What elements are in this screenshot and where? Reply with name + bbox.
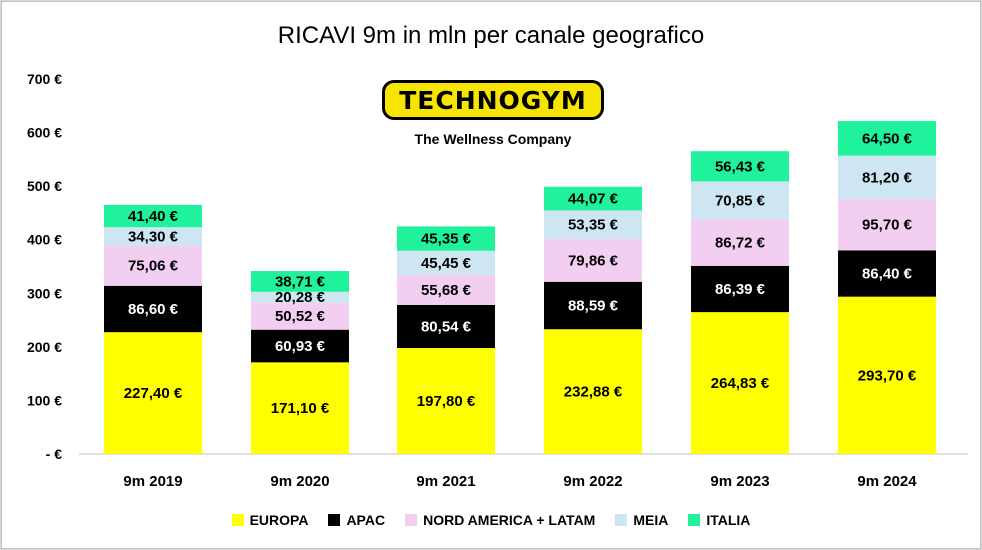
bar-segment-apac [251,329,349,363]
y-tick-label: 200 € [27,339,62,355]
bar-segment-italia [691,151,789,182]
bar-segment-apac [104,285,202,333]
data-label: 75,06 € [128,258,179,275]
data-label: 56,43 € [715,158,766,175]
bar-segment-europa [838,296,936,454]
bar-segment-meia [397,250,495,276]
legend-label: MEIA [633,512,669,528]
y-tick-label: 300 € [27,285,62,301]
y-tick-label: 600 € [27,125,62,141]
data-label: 81,20 € [862,169,913,186]
data-label: 86,39 € [715,281,766,298]
legend-swatch [688,514,701,526]
legend-item: NORD AMERICA + LATAM [405,512,595,528]
y-tick-label: 100 € [27,392,62,408]
bar-segment-apac [544,281,642,330]
legend-item: EUROPA [231,512,309,528]
bar-segment-europa [251,362,349,454]
bar-segment-meia [544,210,642,240]
data-label: 64,50 € [862,130,913,147]
x-tick-label: 9m 2024 [857,473,917,490]
technogym-logo: TECHNOGYM The Wellness Company [378,76,614,154]
data-label: 20,28 € [275,289,326,306]
bar-segment-nord-america-latam [397,275,495,305]
logo-badge: TECHNOGYM [382,80,604,120]
data-label: 227,40 € [124,385,183,402]
bar-segment-meia [251,291,349,303]
data-label: 53,35 € [568,217,619,234]
bar-segment-europa [397,348,495,454]
legend-label: NORD AMERICA + LATAM [423,512,596,528]
bar-segment-italia [838,121,936,156]
data-label: 41,40 € [128,208,179,225]
legend-item: APAC [328,512,385,528]
bar-segment-italia [251,271,349,292]
bar-segment-italia [104,205,202,228]
y-tick-label: 500 € [27,178,62,194]
data-label: 45,45 € [421,255,472,272]
x-tick-label: 9m 2022 [563,473,622,490]
chart-title: RICAVI 9m in mln per canale geografico [277,22,705,49]
data-label: 197,80 € [417,393,476,410]
y-tick-label: - € [46,446,63,462]
data-label: 88,59 € [568,298,619,315]
bar-segment-meia [838,155,936,200]
data-label: 50,52 € [275,308,326,325]
bar-segment-nord-america-latam [544,239,642,282]
x-tick-label: 9m 2020 [270,473,329,490]
stacked-bar-chart: - € 100 € 200 € 300 € 400 € 500 € 600 € 700 € 22… [27,71,968,490]
data-label: 86,40 € [862,266,913,283]
legend-item: ITALIA [688,512,750,528]
x-tick-label: 9m 2023 [710,473,769,490]
bar-segment-apac [691,265,789,313]
bar-segment-meia [691,181,789,220]
data-label: 55,68 € [421,282,472,299]
bar-segment-meia [104,227,202,246]
legend-swatch [231,514,244,526]
bar-segment-nord-america-latam [104,245,202,286]
logo-tagline: The Wellness Company [414,131,572,147]
data-label: 60,93 € [275,338,326,355]
legend-swatch [405,514,418,526]
bar-segment-apac [838,250,936,297]
bar-segment-europa [691,312,789,454]
data-label: 80,54 € [421,318,472,335]
legend-label: ITALIA [706,512,751,528]
data-label: 70,85 € [715,192,766,209]
data-label: 44,07 € [568,191,619,208]
bar-segment-italia [544,186,642,211]
legend-swatch [328,514,341,526]
data-label: 86,72 € [715,235,766,252]
data-label: 232,88 € [564,384,623,401]
bar-segment-italia [397,226,495,251]
bar-segment-apac [397,304,495,349]
legend-label: EUROPA [249,512,309,528]
data-label: 264,83 € [711,375,770,392]
data-label: 45,35 € [421,231,472,248]
data-label: 86,60 € [128,301,179,318]
x-tick-label: 9m 2021 [416,473,475,490]
data-label: 38,71 € [275,273,326,290]
bar-segment-europa [544,329,642,454]
bar-segment-europa [104,332,202,454]
legend-item: MEIA [615,512,668,528]
x-tick-label: 9m 2019 [123,473,182,490]
data-label: 34,30 € [128,228,179,245]
y-tick-label: 400 € [27,232,62,248]
bar-segment-nord-america-latam [251,302,349,330]
legend-swatch [615,514,628,526]
data-label: 293,70 € [858,367,917,384]
bar-segment-nord-america-latam [838,199,936,251]
data-label: 79,86 € [568,252,619,269]
bar-segment-nord-america-latam [691,219,789,266]
data-label: 95,70 € [862,217,913,234]
legend: EUROPA APAC NORD AMERICA + LATAM MEIA ITALIA [2,512,980,528]
y-tick-label: 700 € [27,71,62,87]
legend-label: APAC [346,512,386,528]
data-label: 171,10 € [271,400,330,417]
